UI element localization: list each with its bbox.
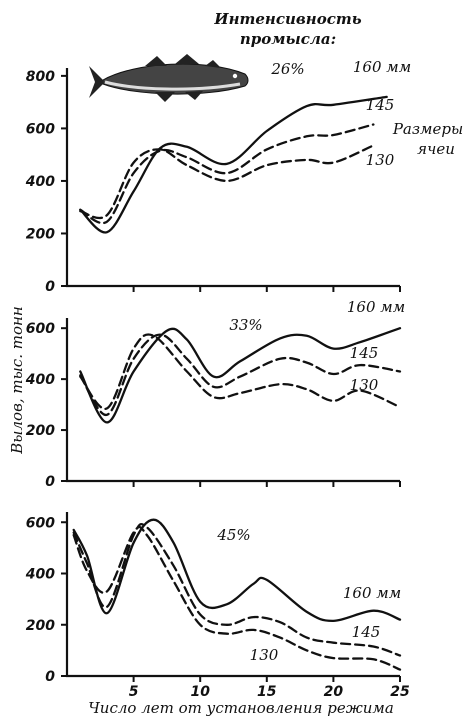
chart-panel-bottom: 0 200 400 600 5 10 15 20 25 160 мм 145 130 45% xyxy=(25,512,410,700)
y-tick-label: 800 xyxy=(26,69,55,85)
series-line-130 xyxy=(72,525,402,671)
series-label: 160 мм xyxy=(353,58,411,76)
series-line-145 xyxy=(79,123,375,225)
chart-panel-middle: 0 200 400 600 160 мм 145 130 33% xyxy=(25,298,405,490)
series-label: 130 xyxy=(350,376,379,394)
y-tick-label: 600 xyxy=(26,121,55,137)
series-label: 145 xyxy=(352,623,381,641)
series-line-160-мм xyxy=(72,518,402,623)
series-label: 145 xyxy=(366,96,395,114)
series-label: 160 мм xyxy=(343,584,401,602)
x-tick-label: 25 xyxy=(390,684,410,700)
header-line1: Интенсивность xyxy=(213,10,361,28)
series-label: 130 xyxy=(250,646,279,664)
y-tick-label: 400 xyxy=(25,372,55,388)
intensity-label: 45% xyxy=(216,526,250,544)
header-line2: промысла: xyxy=(240,30,336,48)
series-line-130 xyxy=(79,333,402,410)
series-label: 130 xyxy=(366,151,395,169)
mesh-size-label-1: Размеры xyxy=(392,120,463,138)
y-tick-label: 0 xyxy=(45,669,55,685)
x-tick-label: 5 xyxy=(129,684,139,700)
x-tick-label: 20 xyxy=(324,684,344,700)
axis-frame xyxy=(65,318,400,483)
x-tick-label: 15 xyxy=(257,684,277,700)
x-axis-label: Число лет от установления режима xyxy=(88,699,394,717)
y-tick-label: 200 xyxy=(26,423,55,439)
y-axis-label: Вылов, тыс. тонн xyxy=(8,306,26,454)
y-tick-label: 0 xyxy=(45,474,55,490)
series-line-145 xyxy=(79,333,402,416)
intensity-label: 33% xyxy=(229,316,262,334)
mesh-size-label-2: ячеи xyxy=(417,140,455,158)
y-tick-label: 200 xyxy=(26,618,55,634)
series-line-130 xyxy=(79,144,375,220)
series-line-160-мм xyxy=(79,327,402,424)
y-tick-label: 400 xyxy=(25,567,55,583)
series-line-145 xyxy=(72,522,402,657)
series-label: 160 мм xyxy=(347,298,405,316)
axis-frame xyxy=(65,68,400,288)
y-tick-label: 200 xyxy=(26,226,55,242)
y-tick-label: 0 xyxy=(45,279,55,295)
series-label: 145 xyxy=(350,344,379,362)
intensity-label: 26% xyxy=(270,60,304,78)
x-tick-label: 10 xyxy=(190,684,210,700)
chart-panel-top: 0 200 400 600 800 160 мм 145 130 26% xyxy=(25,58,411,295)
series-line-160-мм xyxy=(79,95,388,234)
fish-icon xyxy=(89,54,249,102)
y-tick-label: 600 xyxy=(26,515,55,531)
y-tick-label: 400 xyxy=(25,174,55,190)
y-tick-label: 600 xyxy=(26,321,55,337)
